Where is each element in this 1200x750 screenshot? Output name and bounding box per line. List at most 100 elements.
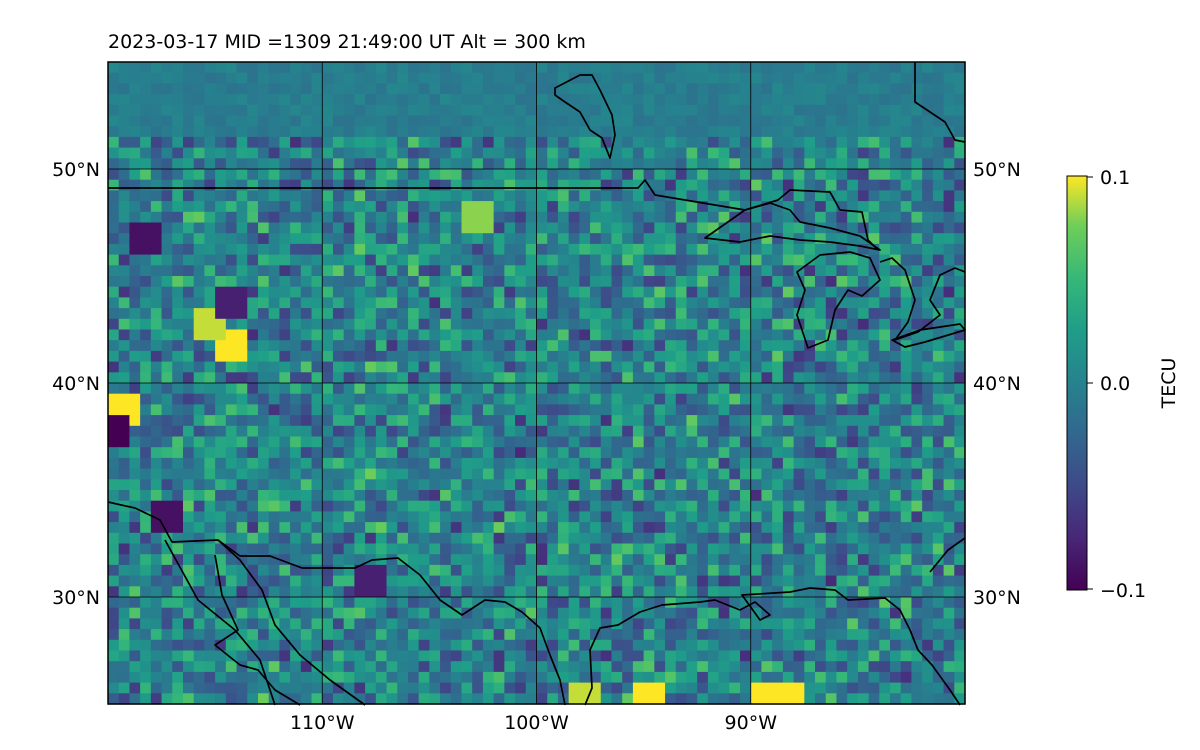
heatmap-cell [525,233,538,245]
heatmap-cell [290,372,302,384]
heatmap-cell [793,383,805,395]
heatmap-cell [600,265,613,277]
heatmap-cell [943,447,955,459]
heatmap-cell [922,575,934,587]
heatmap-cell [279,564,291,577]
heatmap-cell [172,169,184,181]
heatmap-cell [697,286,709,298]
heatmap-cell [140,372,152,384]
heatmap-cell [707,479,720,491]
heatmap-cell [311,479,323,491]
heatmap-cell [557,511,570,523]
heatmap-cell [515,297,527,309]
heatmap-cell [718,94,730,106]
heatmap-cell [665,372,677,384]
heatmap-cell [590,511,602,523]
heatmap-cell [204,179,216,191]
heatmap-cell [225,340,238,352]
heatmap-cell [108,404,120,416]
heatmap-cell [622,136,634,149]
heatmap-cell [600,254,613,266]
heatmap-cell [536,554,548,566]
heatmap-cell [547,404,559,416]
heatmap-cell [247,457,259,470]
heatmap-cell [632,522,645,534]
heatmap-cell [429,564,441,577]
heatmap-cell [311,682,323,694]
heatmap-cell [932,158,945,170]
heatmap-cell [354,190,366,202]
heatmap-cell [493,693,505,705]
heatmap-cell [879,543,891,555]
heatmap-cell [557,308,570,320]
heatmap-cell [343,383,355,395]
heatmap-cell [836,618,848,630]
heatmap-cell [440,169,452,181]
heatmap-cell [643,233,655,245]
heatmap-cell [150,650,163,662]
heatmap-cell [793,72,805,84]
heatmap-cell [140,436,152,448]
heatmap-cell [429,671,441,684]
heatmap-cell [440,265,452,277]
heatmap-cell [290,661,302,673]
heatmap-cell [407,457,420,470]
heatmap-cell [268,607,280,619]
heatmap-cell [611,554,623,566]
heatmap-cell [311,72,323,84]
heatmap-cell [311,243,323,256]
heatmap-cell [643,415,655,427]
heatmap-cell [665,671,677,684]
heatmap-cell [354,586,366,598]
heatmap-cell [397,350,409,363]
heatmap-cell [515,136,527,149]
heatmap-cell [825,479,838,491]
heatmap-cell [686,83,698,95]
heatmap-cell [557,201,570,213]
heatmap-cell [290,211,302,224]
heatmap-cell [247,522,259,534]
heatmap-cell [215,650,227,662]
heatmap-cell [322,436,334,448]
heatmap-cell [247,383,259,395]
heatmap-cell [782,490,795,502]
heatmap-cell [825,254,838,266]
heatmap-cell [343,682,355,694]
heatmap-cell [225,671,238,684]
heatmap-cell [836,586,848,598]
heatmap-cell [440,661,452,673]
heatmap-cell [761,490,773,502]
heatmap-cell [600,661,613,673]
heatmap-cell [322,179,334,191]
heatmap-cell [804,425,816,438]
heatmap-cell [268,415,280,427]
heatmap-cell [729,682,741,694]
heatmap-cell [407,190,420,202]
heatmap-cell [204,222,216,234]
heatmap-cell [311,104,323,117]
heatmap-cell [900,500,913,512]
heatmap-cell [375,104,388,117]
heatmap-cell [836,532,848,545]
heatmap-cell [665,329,677,341]
heatmap-cell [150,404,163,416]
heatmap-cell [161,607,173,619]
heatmap-cell [236,115,248,127]
heatmap-cell [322,254,334,266]
heatmap-cell [504,115,516,127]
heatmap-cell [547,522,559,534]
heatmap-cell [343,447,355,459]
heatmap-cell [247,661,259,673]
heatmap-cell [354,350,366,363]
heatmap-cell [332,83,345,95]
heatmap-cell [868,211,880,224]
heatmap-cell [557,104,570,117]
heatmap-cell [108,618,120,630]
heatmap-cell [161,329,173,341]
heatmap-cell [300,682,313,694]
heatmap-cell [332,147,345,159]
heatmap-cell [557,126,570,138]
heatmap-cell [504,500,516,512]
heatmap-cell [932,436,945,448]
heatmap-cell [815,83,827,95]
